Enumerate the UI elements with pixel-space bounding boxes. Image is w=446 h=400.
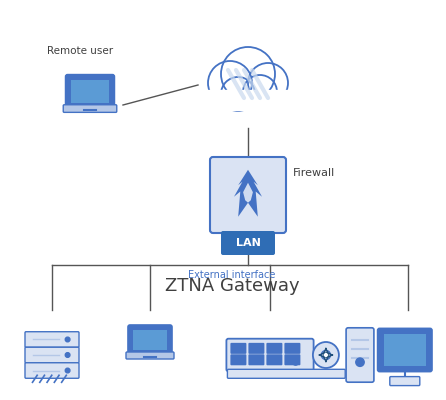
Circle shape [221, 47, 275, 101]
Text: LAN: LAN [235, 238, 260, 248]
Text: ZTNA Gateway: ZTNA Gateway [165, 277, 299, 295]
FancyBboxPatch shape [248, 354, 264, 365]
FancyBboxPatch shape [227, 339, 314, 371]
Polygon shape [243, 183, 253, 203]
Polygon shape [234, 170, 262, 217]
FancyBboxPatch shape [133, 330, 167, 350]
Circle shape [313, 342, 339, 368]
Circle shape [65, 353, 70, 357]
FancyBboxPatch shape [227, 369, 345, 378]
FancyBboxPatch shape [25, 347, 79, 363]
Circle shape [243, 75, 277, 109]
Circle shape [65, 337, 70, 342]
Text: Firewall: Firewall [293, 168, 335, 178]
FancyBboxPatch shape [63, 105, 117, 112]
FancyBboxPatch shape [126, 352, 174, 359]
Circle shape [322, 350, 330, 360]
Circle shape [248, 63, 288, 103]
FancyBboxPatch shape [266, 354, 282, 365]
FancyBboxPatch shape [25, 363, 79, 378]
FancyBboxPatch shape [384, 334, 426, 366]
Text: External interface: External interface [188, 270, 276, 280]
Circle shape [208, 61, 252, 105]
FancyBboxPatch shape [203, 90, 293, 110]
FancyBboxPatch shape [266, 343, 282, 354]
FancyBboxPatch shape [248, 343, 264, 354]
Circle shape [293, 345, 299, 351]
FancyBboxPatch shape [346, 328, 374, 382]
FancyBboxPatch shape [210, 157, 286, 233]
Circle shape [221, 77, 255, 111]
FancyBboxPatch shape [231, 354, 246, 365]
Circle shape [65, 368, 70, 373]
Circle shape [293, 359, 299, 365]
FancyBboxPatch shape [25, 332, 79, 347]
FancyBboxPatch shape [128, 325, 172, 355]
FancyBboxPatch shape [221, 231, 275, 255]
FancyBboxPatch shape [378, 328, 432, 372]
FancyBboxPatch shape [66, 75, 115, 108]
Text: Remote user: Remote user [47, 46, 113, 56]
FancyBboxPatch shape [285, 354, 301, 365]
Circle shape [356, 358, 364, 366]
FancyBboxPatch shape [285, 343, 301, 354]
FancyBboxPatch shape [390, 377, 420, 386]
FancyBboxPatch shape [231, 343, 246, 354]
FancyBboxPatch shape [70, 80, 109, 103]
